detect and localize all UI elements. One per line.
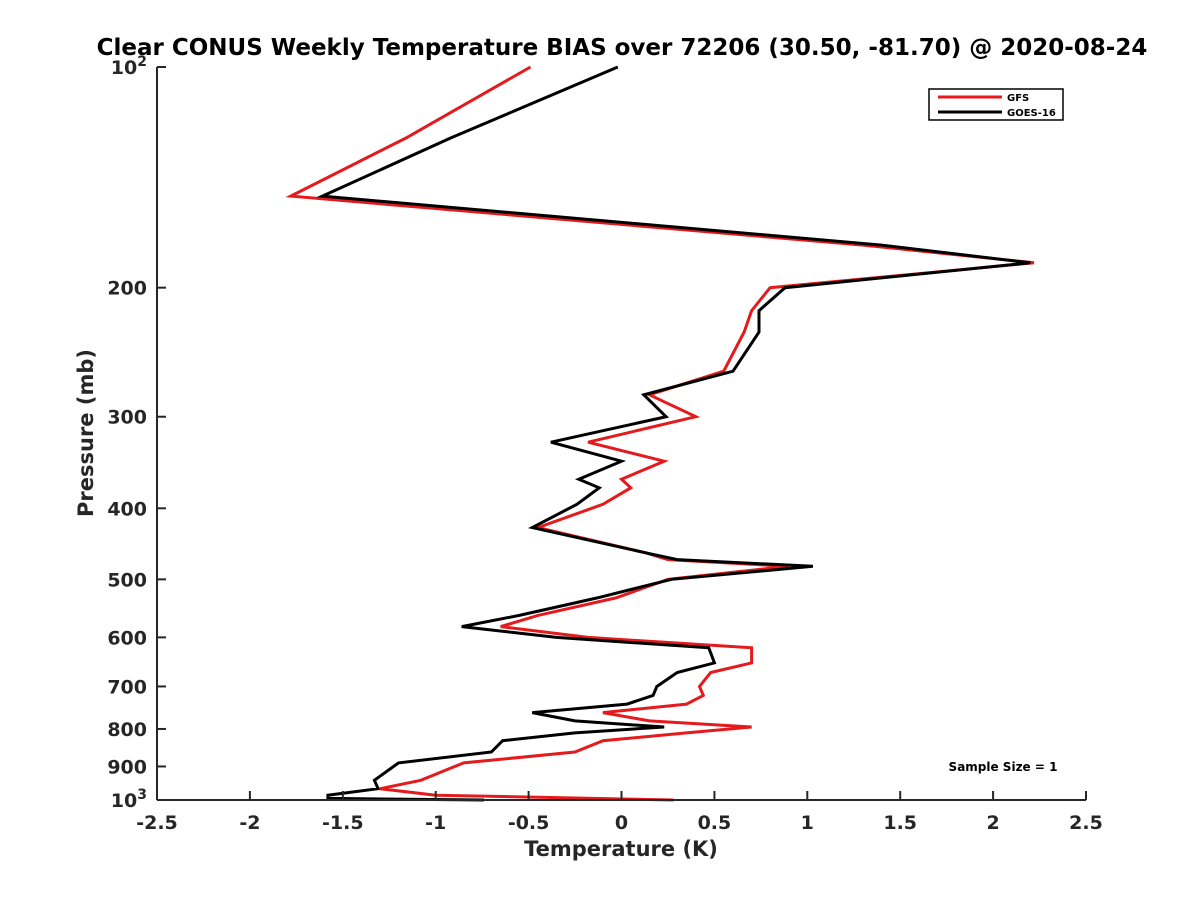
- x-tick-label: 0: [615, 812, 628, 834]
- series-layer: [285, 65, 1035, 802]
- legend-label: GFS: [1007, 93, 1029, 104]
- y-tick-label: 103: [111, 787, 147, 812]
- x-tick-label: 2.5: [1069, 812, 1103, 834]
- x-tick-label: -2: [239, 812, 260, 834]
- x-tick-label: 0.5: [698, 812, 732, 834]
- y-tick-label: 300: [107, 407, 147, 429]
- x-tick-label: -1.5: [322, 812, 364, 834]
- y-tick-label: 102: [111, 54, 147, 79]
- x-tick-label: 1.5: [883, 812, 917, 834]
- y-tick-label: 500: [107, 569, 147, 591]
- chart-title: Clear CONUS Weekly Temperature BIAS over…: [97, 35, 1148, 61]
- y-tick-label: 600: [107, 627, 147, 649]
- y-tick-label: 700: [107, 676, 147, 698]
- x-axis-title: Temperature (K): [524, 837, 718, 861]
- series-line-goes-16: [316, 65, 1031, 802]
- legend: GFS GOES-16: [928, 88, 1064, 121]
- y-tick-label: 800: [107, 719, 147, 741]
- sample-size-annotation: Sample Size = 1: [949, 760, 1058, 774]
- y-tick-label: 900: [107, 756, 147, 778]
- y-tick-label: 200: [107, 278, 147, 300]
- x-tick-label: -2.5: [136, 812, 178, 834]
- legend-box: [928, 88, 1064, 121]
- x-tick-label: -0.5: [508, 812, 550, 834]
- series-line-gfs: [285, 65, 1035, 802]
- legend-label: GOES-16: [1007, 108, 1056, 119]
- y-axis-title: Pressure (mb): [74, 349, 98, 517]
- y-tick-label: 400: [107, 498, 147, 520]
- axes-layer: -2.5 -2 -1.5 -1 -0.5 0 0.5 1 1.5 2 2.5 102 200 300 400…: [107, 54, 1103, 834]
- x-tick-label: 2: [986, 812, 999, 834]
- x-tick-label: -1: [425, 812, 446, 834]
- x-tick-label: 1: [801, 812, 814, 834]
